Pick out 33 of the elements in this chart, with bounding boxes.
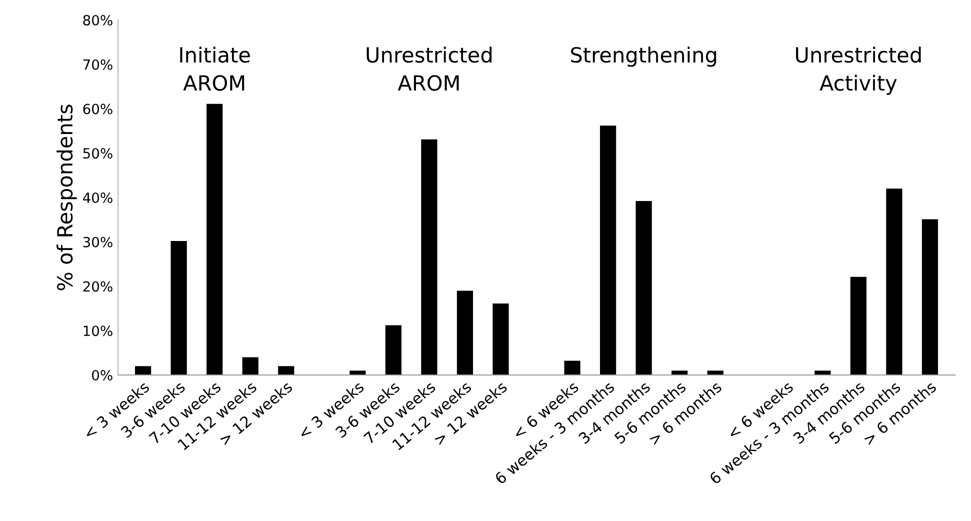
bar	[814, 370, 831, 375]
bar	[636, 201, 652, 375]
bar	[492, 304, 509, 375]
y-tick-label: 50%	[83, 148, 112, 159]
y-tick-label: 70%	[83, 59, 112, 70]
annotation: Strengthening	[571, 46, 716, 67]
bar	[564, 360, 580, 375]
y-tick-label: 10%	[84, 326, 112, 336]
bar	[385, 325, 402, 375]
bar	[456, 290, 474, 375]
y-axis-title: % of Respondents	[56, 104, 77, 290]
bar	[242, 357, 258, 375]
bar	[350, 370, 366, 375]
y-tick-label: 30%	[83, 236, 112, 248]
bar	[707, 370, 724, 375]
bar	[600, 126, 616, 375]
y-tick-label: 40%	[82, 192, 112, 203]
annotation: Initiate AROM	[180, 46, 250, 91]
y-tick-label: 60%	[83, 104, 112, 114]
bar	[886, 188, 902, 375]
bar	[170, 240, 187, 375]
bar	[922, 219, 938, 375]
bar	[278, 366, 294, 375]
annotation: Unrestricted Activity	[796, 46, 921, 95]
y-tick-label: 20%	[83, 281, 112, 292]
bar	[850, 276, 866, 375]
bar	[134, 366, 152, 375]
y-tick-label: 0%	[92, 370, 112, 380]
bar	[206, 104, 223, 375]
y-tick-label: 80%	[83, 14, 112, 26]
bar	[672, 370, 688, 375]
annotation: Unrestricted AROM	[366, 46, 492, 91]
bar	[421, 139, 438, 375]
